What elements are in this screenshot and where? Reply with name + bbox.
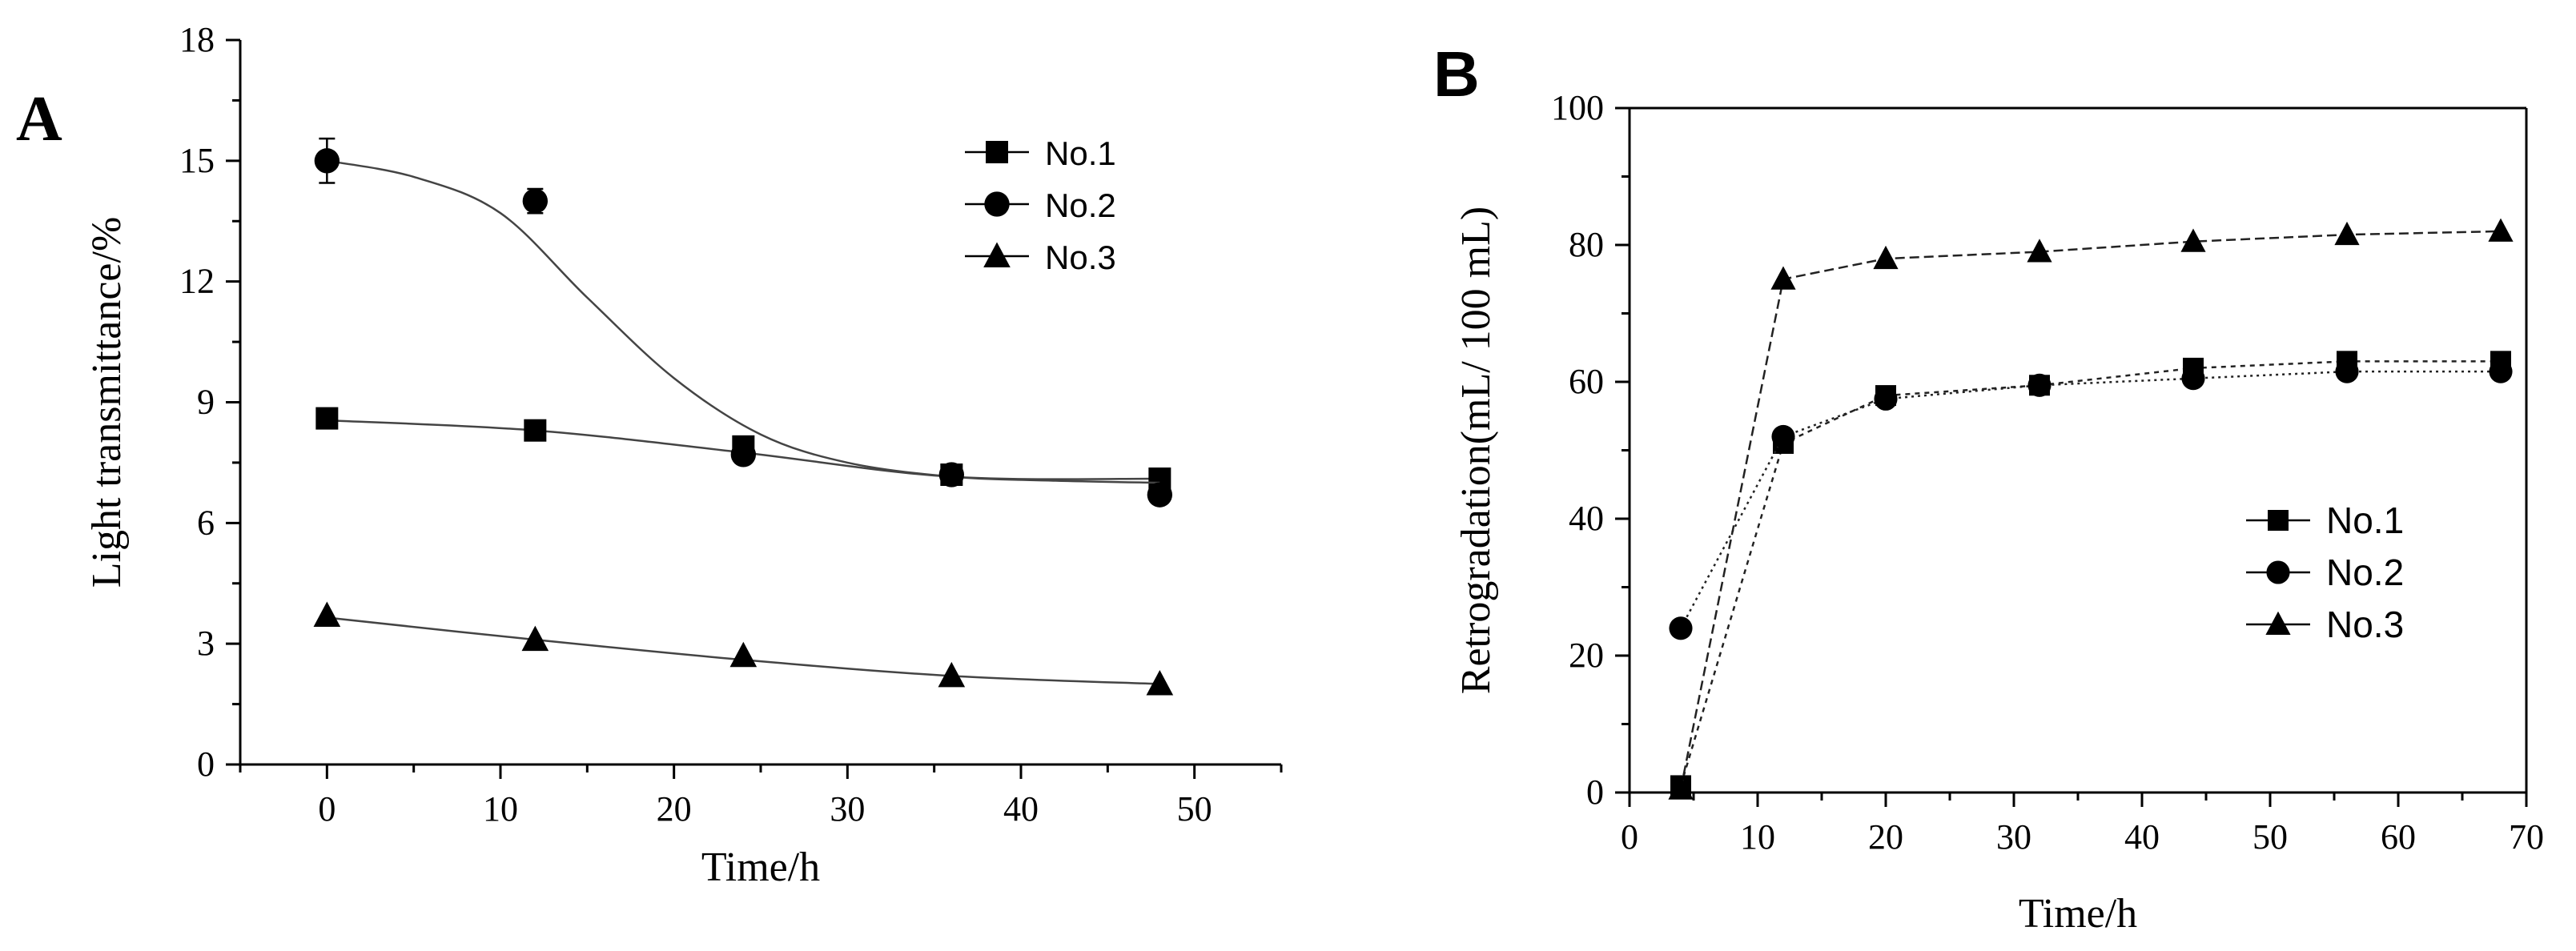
y-tick-label: 0 — [197, 744, 215, 784]
legend: No.1 No.2 No.3 — [2246, 500, 2404, 645]
data-point — [1873, 245, 1899, 270]
data-point — [1874, 387, 1898, 411]
data-point — [313, 601, 341, 627]
chart-panel-b: 0 10 20 30 40 50 60 70 0 20 40 60 80 100 Time/h Retrogr… — [1433, 38, 2544, 937]
legend-marker — [2265, 611, 2291, 635]
data-point — [730, 442, 757, 467]
y-tick-label: 60 — [1569, 362, 1604, 401]
data-point — [2181, 367, 2205, 391]
data-point — [938, 661, 966, 688]
x-tick-label: 60 — [2381, 817, 2416, 857]
axes: 0 10 20 30 40 50 60 70 0 20 40 60 80 100 — [1551, 88, 2544, 857]
panel-label: B — [1433, 38, 1480, 110]
panel-label: A — [16, 84, 62, 154]
data-point — [1771, 424, 1795, 448]
data-point — [2027, 373, 2052, 397]
x-axis-title: Time/h — [701, 845, 820, 890]
y-axis-title: Retrogradation(mL/ 100 mL) — [1453, 207, 1499, 694]
series-no-2 — [314, 137, 1173, 508]
data-point — [522, 188, 549, 214]
data-point — [2335, 359, 2359, 383]
data-point — [729, 641, 758, 668]
legend-marker — [2266, 560, 2290, 584]
data-point — [315, 407, 339, 430]
legend-label: No.3 — [2326, 604, 2404, 645]
legend-marker — [2268, 510, 2289, 531]
y-tick-label: 3 — [197, 624, 215, 663]
y-tick-label: 100 — [1551, 88, 1604, 127]
y-axis-title: Light transmittance/% — [84, 217, 130, 588]
legend-marker — [984, 191, 1010, 217]
y-tick-label: 20 — [1569, 636, 1604, 675]
data-point — [2334, 221, 2360, 246]
x-tick-label: 50 — [2252, 817, 2288, 857]
legend-label: No.3 — [1045, 239, 1116, 276]
y-tick-label: 6 — [197, 503, 215, 542]
data-point — [1669, 616, 1693, 640]
data-point — [2488, 218, 2514, 242]
data-point — [314, 148, 340, 174]
x-tick-label: 20 — [657, 789, 692, 829]
legend-label: No.1 — [2326, 500, 2404, 541]
x-axis-title: Time/h — [2019, 891, 2137, 937]
y-tick-label: 9 — [197, 383, 215, 422]
y-tick-label: 80 — [1569, 225, 1604, 264]
data-point — [1146, 669, 1174, 696]
x-tick-label: 40 — [1003, 789, 1039, 829]
x-tick-label: 30 — [830, 789, 865, 829]
axes: 0 10 20 30 40 50 0 3 6 9 12 15 18 — [179, 20, 1283, 829]
x-tick-label: 40 — [2124, 817, 2160, 857]
data-point — [524, 419, 547, 442]
chart-panel-a: 0 10 20 30 40 50 0 3 6 9 12 15 18 Time/h Light transmi… — [16, 20, 1283, 890]
data-point — [1770, 266, 1796, 290]
data-point — [1147, 482, 1173, 508]
legend-label: No.2 — [2326, 552, 2404, 593]
series-no-3 — [313, 601, 1174, 696]
series-no-3 — [1668, 218, 2514, 800]
y-tick-label: 12 — [179, 262, 215, 301]
x-tick-label: 0 — [318, 789, 336, 829]
legend-label: No.2 — [1045, 187, 1116, 224]
x-tick-label: 50 — [1177, 789, 1212, 829]
x-tick-label: 30 — [1996, 817, 2031, 857]
y-tick-label: 40 — [1569, 499, 1604, 538]
y-tick-label: 18 — [179, 20, 215, 59]
y-tick-label: 0 — [1586, 772, 1604, 812]
x-tick-label: 10 — [483, 789, 518, 829]
legend-marker — [983, 242, 1011, 267]
series-no-2 — [1669, 359, 2513, 640]
data-point — [2489, 359, 2513, 383]
fit-curve — [327, 159, 1160, 484]
legend-label: No.1 — [1045, 134, 1116, 172]
data-point — [2027, 239, 2052, 263]
x-tick-label: 0 — [1621, 817, 1638, 857]
data-point — [521, 625, 549, 652]
data-point — [938, 462, 965, 488]
x-tick-label: 20 — [1868, 817, 1903, 857]
data-point — [1668, 776, 1694, 800]
x-tick-label: 70 — [2509, 817, 2544, 857]
x-tick-label: 10 — [1740, 817, 1775, 857]
y-tick-label: 15 — [179, 141, 215, 180]
legend: No.1 No.2 No.3 — [965, 134, 1116, 276]
legend-marker — [986, 141, 1008, 163]
data-point — [2180, 228, 2206, 252]
